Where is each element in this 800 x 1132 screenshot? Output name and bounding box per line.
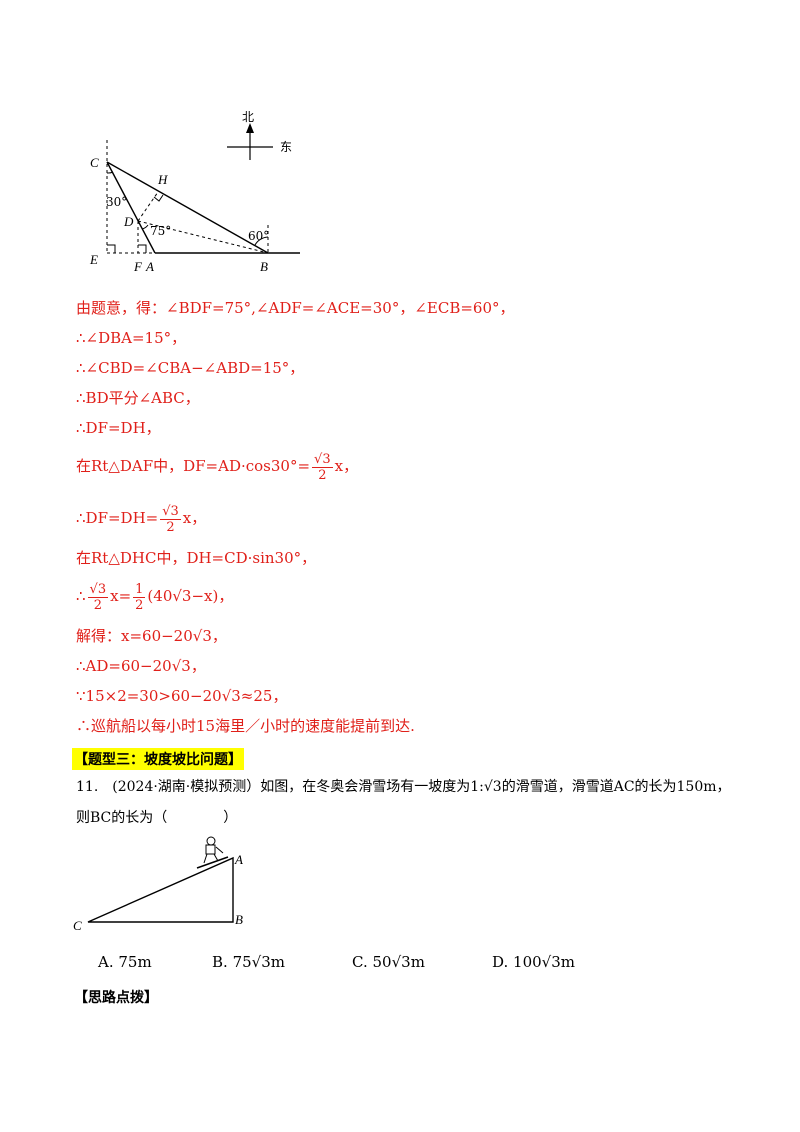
line6-suffix: x， [334,457,359,475]
skier-icon [196,836,229,869]
angle-label-30: 30° [106,195,128,209]
section-heading: 【题型三：坡度坡比问题】 [72,748,244,770]
solution-line-12: ∵15×2=30>60−20√3≈25， [76,687,288,705]
option-text: 100√3m [513,953,576,971]
fraction-numerator: √3 [87,581,109,598]
point-label-a: A [146,259,154,274]
solution-line-13: ∴巡航船以每小时15海里／小时的速度能提前到达. [76,717,415,735]
hint-heading: 【思路点拨】 [74,990,158,1006]
geometry-figure-1 [106,123,300,254]
point-label-e: E [90,252,98,267]
fraction-sqrt3-over-2: √3 2 [312,452,333,483]
slope-label-a: A [235,852,243,867]
point-label-h: H [158,172,168,187]
fraction-numerator: 1 [133,581,146,598]
fraction-sqrt3-over-2: √3 2 [87,581,109,613]
option-b[interactable]: B. 75√3m [212,953,285,971]
line6-text: 在Rt△DAF中，DF=AD·cos30°= [76,457,311,475]
solution-line-7: ∴DF=DH= √3 2 x， [76,498,206,538]
fraction-numerator: √3 [312,451,333,468]
slope-figure [87,836,234,923]
slope-label-b: B [235,912,243,927]
option-letter: B. [212,953,228,971]
solution-line-3: ∴∠CBD=∠CBA−∠ABD=15°， [76,359,305,377]
solution-line-11: ∴AD=60−20√3， [76,657,206,675]
fraction-denominator: 2 [318,467,327,483]
compass-north-label: 北 [242,110,255,124]
fraction-denominator: 2 [135,597,144,613]
compass-east-label: 东 [280,140,293,154]
line7-text: ∴DF=DH= [76,509,159,527]
solution-line-2: ∴∠DBA=15°， [76,329,187,347]
solution-line-10: 解得：x=60−20√3， [76,627,227,645]
question-line-1: 11. (2024·湖南·模拟预测）如图，在冬奥会滑雪场有一坡度为1:√3的滑雪… [76,779,731,795]
angle-label-60: 60° [248,229,270,243]
option-letter: C. [352,953,368,971]
solution-line-6: 在Rt△DAF中，DF=AD·cos30°= √3 2 x， [76,446,358,486]
slope-label-c: C [73,918,82,933]
fraction-sqrt3-over-2: √3 2 [160,504,181,535]
line9-text: ∴ [76,587,86,605]
solution-line-5: ∴DF=DH， [76,419,161,437]
option-letter: D. [492,953,509,971]
point-label-b: B [260,259,268,274]
point-label-d: D [124,214,134,229]
solution-line-8: 在Rt△DHC中，DH=CD·sin30°， [76,549,317,567]
angle-label-75: 75° [150,224,172,238]
solution-line-1: 由题意，得：∠BDF=75°,∠ADF=∠ACE=30°，∠ECB=60°， [76,299,515,317]
fraction-denominator: 2 [166,519,175,535]
option-text: 50√3m [372,953,425,971]
solution-line-9: ∴ √3 2 x= 1 2 (40√3−x)， [76,576,233,616]
option-text: 75m [118,953,152,971]
line7-suffix: x， [182,509,207,527]
solution-line-4: ∴BD平分∠ABC， [76,389,200,407]
line9-suffix: (40√3−x)， [147,587,234,605]
fraction-numerator: √3 [160,503,181,520]
option-letter: A. [98,953,114,971]
line9-mid: x= [110,587,132,605]
option-a[interactable]: A. 75m [98,953,152,971]
fraction-denominator: 2 [93,597,102,613]
option-d[interactable]: D. 100√3m [492,953,575,971]
option-text: 75√3m [232,953,285,971]
option-c[interactable]: C. 50√3m [352,953,425,971]
question-line-2: 则BC的长为（ ） [76,810,238,826]
point-label-c: C [90,155,99,170]
point-label-f: F [134,259,142,274]
